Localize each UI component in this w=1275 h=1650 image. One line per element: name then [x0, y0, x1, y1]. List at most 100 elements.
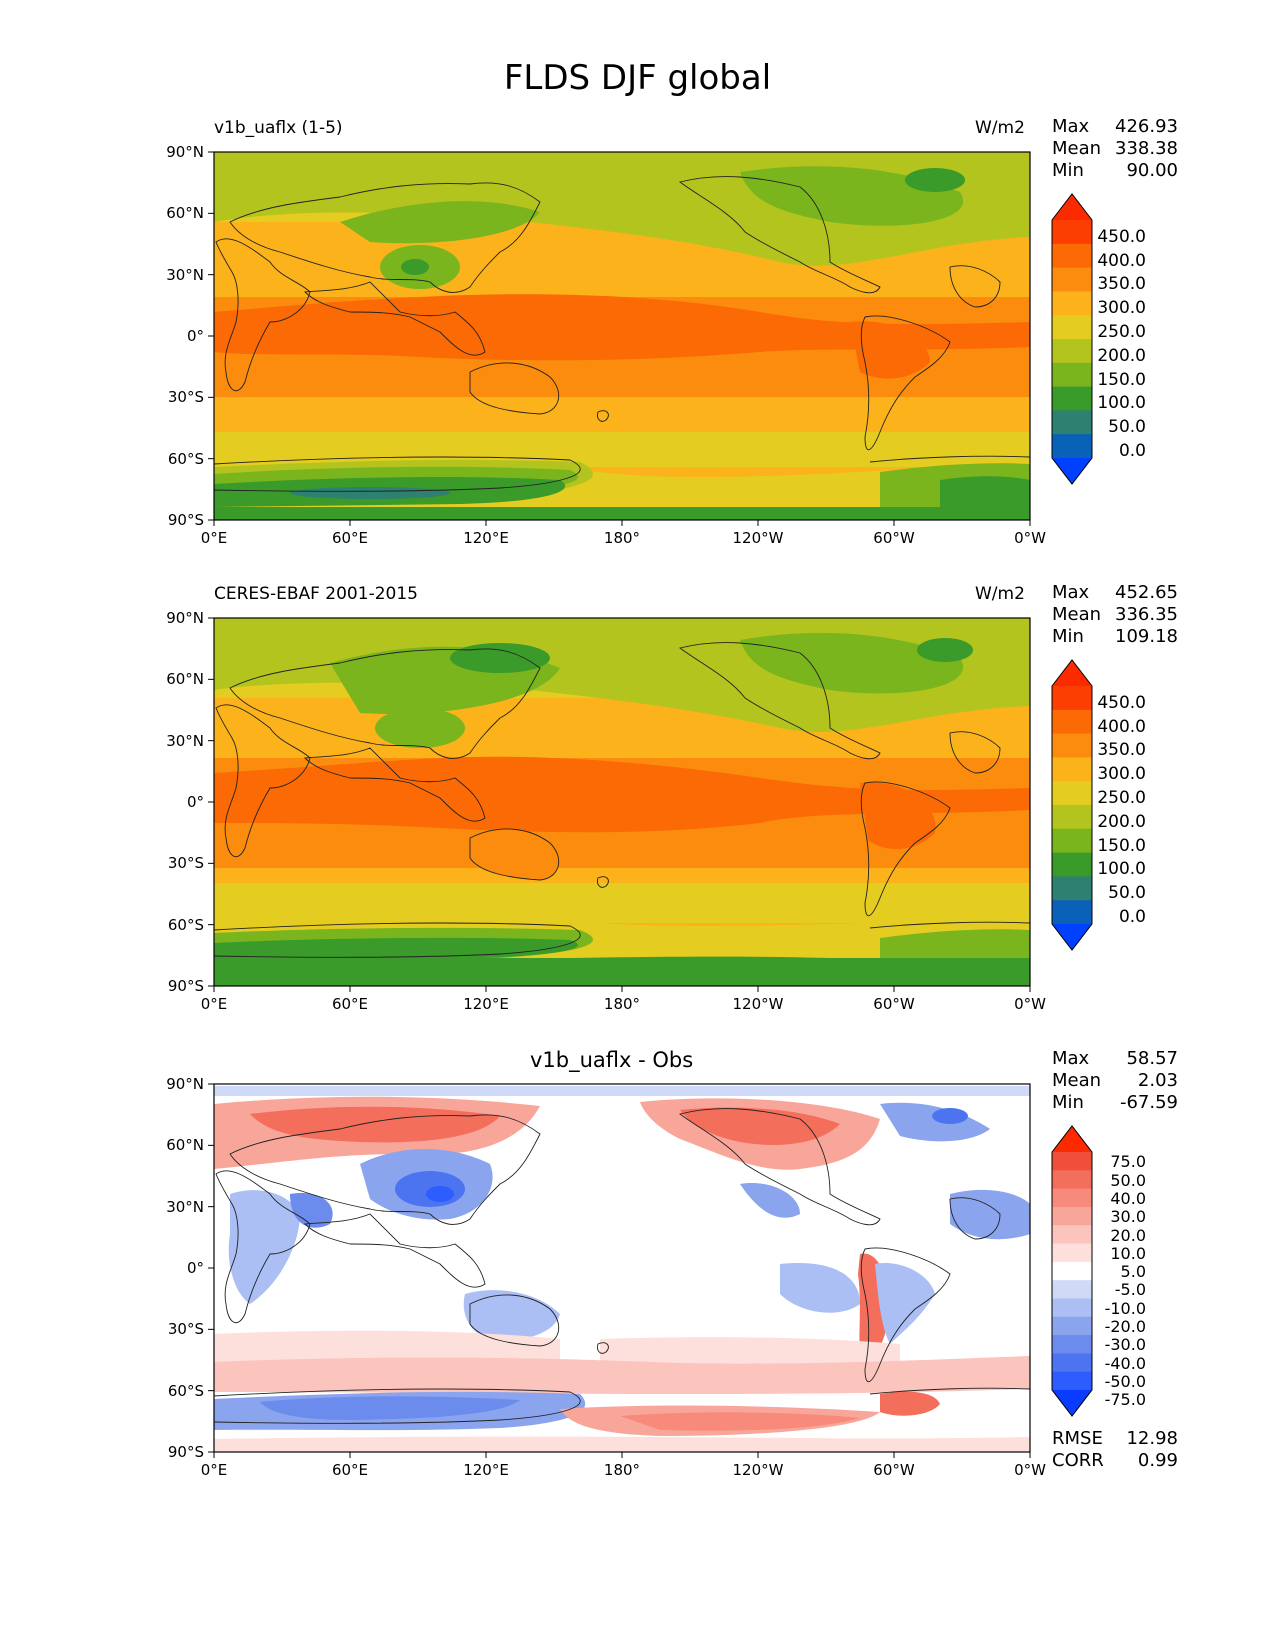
lat-tick-label: 60°S	[167, 915, 204, 934]
lon-tick-label: 0°W	[1014, 1461, 1046, 1479]
map-svg	[208, 617, 1093, 992]
min-label: Min	[1052, 626, 1084, 647]
lon-tick-label: 0°E	[200, 529, 228, 547]
lat-tick-label: 60°N	[166, 670, 204, 689]
lon-tick-label: 120°E	[463, 995, 509, 1013]
max-label: Max	[1052, 582, 1090, 603]
colorbar-label: 50.0	[1108, 417, 1146, 438]
colorbar-label: 5.0	[1120, 1262, 1146, 1282]
colorbar-label: -75.0	[1104, 1390, 1146, 1410]
lat-tick-label: 0°	[186, 1259, 204, 1277]
colorbar-segment	[1052, 686, 1092, 711]
panel-units: W/m2	[975, 584, 1025, 604]
rmse-label: RMSE	[1052, 1428, 1103, 1449]
min-value: 109.18	[1115, 626, 1178, 647]
lon-tick-label: 0°E	[200, 995, 228, 1013]
colorbar-label: 150.0	[1097, 369, 1146, 390]
min-value: -67.59	[1119, 1092, 1178, 1113]
colorbar-segment	[1052, 709, 1092, 735]
lat-tick-label: 90°N	[166, 1075, 204, 1093]
panel-title-left: v1b_uaflx (1-5)	[214, 118, 343, 138]
colorbar-label: 350.0	[1097, 740, 1146, 761]
map-panel-model: v1b_uaflx (1-5) W/m2 Max 426.93 Mean 338…	[0, 112, 1275, 547]
lon-tick-label: 180°	[603, 995, 641, 1013]
max-label: Max	[1052, 1048, 1090, 1069]
map-svg	[208, 1083, 1093, 1458]
colorbar-label: 20.0	[1110, 1225, 1146, 1245]
colorbar-label: -30.0	[1104, 1335, 1146, 1355]
colorbar-segment	[1052, 1188, 1092, 1208]
lon-tick-label: 60°W	[873, 529, 915, 547]
min-value: 90.00	[1126, 160, 1178, 181]
colorbar-label: 300.0	[1097, 764, 1146, 785]
lon-tick-label: 0°W	[1014, 529, 1046, 547]
lat-tick-label: 90°S	[167, 977, 204, 995]
colorbar-label: 300.0	[1097, 298, 1146, 319]
lat-tick-label: 90°N	[166, 609, 204, 627]
field-fill	[214, 618, 1030, 986]
colorbar-segment	[1052, 828, 1092, 854]
lon-tick-label: 0°W	[1014, 995, 1046, 1013]
map-panel-obs: CERES-EBAF 2001-2015 W/m2 Max 452.65 Mea…	[0, 578, 1275, 1013]
colorbar-label: 200.0	[1097, 811, 1146, 832]
ticks	[208, 1083, 1031, 1458]
mean-value: 336.35	[1115, 604, 1178, 625]
panel-title-center: v1b_uaflx - Obs	[530, 1048, 694, 1072]
colorbar-extend-bottom	[1052, 1390, 1092, 1416]
max-label: Max	[1052, 116, 1090, 137]
colorbar-label: 50.0	[1108, 883, 1146, 904]
colorbar	[1051, 193, 1093, 485]
panel-units: W/m2	[975, 118, 1025, 138]
panel-title-left: CERES-EBAF 2001-2015	[214, 584, 418, 604]
ticks	[208, 151, 1031, 526]
lon-tick-label: 120°W	[732, 995, 784, 1013]
min-label: Min	[1052, 160, 1084, 181]
lon-tick-label: 180°	[603, 1461, 641, 1479]
colorbar-outline	[1051, 193, 1093, 485]
lat-tick-label: 30°S	[167, 854, 204, 873]
colorbar-label: 75.0	[1110, 1152, 1146, 1172]
colorbar-label: 100.0	[1097, 393, 1146, 414]
colorbar-label: 250.0	[1097, 788, 1146, 808]
mean-value: 2.03	[1137, 1070, 1178, 1091]
lat-tick-label: 60°N	[166, 204, 204, 223]
colorbar-label: 450.0	[1097, 226, 1146, 247]
lat-tick-label: 30°N	[166, 1197, 204, 1216]
colorbar	[1051, 1125, 1093, 1417]
lon-tick-label: 120°W	[732, 529, 784, 547]
lon-tick-label: 60°E	[331, 995, 369, 1013]
figure-title: FLDS DJF global	[503, 58, 772, 98]
lat-tick-label: 0°	[186, 327, 204, 345]
colorbar-segment	[1052, 757, 1092, 782]
colorbar-segment	[1052, 434, 1092, 459]
colorbar-label: 400.0	[1097, 716, 1146, 737]
colorbar-segment	[1052, 339, 1092, 364]
lon-tick-label: 120°E	[463, 1461, 509, 1479]
colorbar-segment	[1052, 291, 1092, 316]
colorbar-label: 10.0	[1110, 1243, 1146, 1263]
colorbar-segment	[1052, 900, 1092, 925]
colorbar-label: 100.0	[1097, 859, 1146, 880]
colorbar-segment	[1052, 1243, 1092, 1263]
colorbar-segment	[1052, 1280, 1092, 1299]
colorbar-extend-bottom	[1052, 924, 1092, 950]
colorbar-label: 30.0	[1110, 1207, 1146, 1227]
colorbar-segment	[1052, 1353, 1092, 1373]
colorbar-segment	[1052, 243, 1092, 269]
colorbar-label: 400.0	[1097, 250, 1146, 271]
colorbar-segment	[1052, 267, 1092, 292]
max-value: 452.65	[1115, 582, 1178, 603]
lat-tick-label: 30°S	[167, 388, 204, 407]
colorbar-segment	[1052, 733, 1092, 758]
colorbar-segment	[1052, 1225, 1092, 1245]
lat-tick-label: 60°N	[166, 1136, 204, 1155]
colorbar-segment	[1052, 362, 1092, 388]
lon-tick-label: 0°E	[200, 1461, 228, 1479]
lon-tick-label: 120°W	[732, 1461, 784, 1479]
colorbar-label: 40.0	[1110, 1188, 1146, 1208]
ticks	[208, 617, 1031, 992]
map-frame	[213, 1083, 1031, 1453]
colorbar-segment	[1052, 1335, 1092, 1354]
colorbar-label: 150.0	[1097, 835, 1146, 856]
lon-tick-label: 60°W	[873, 995, 915, 1013]
